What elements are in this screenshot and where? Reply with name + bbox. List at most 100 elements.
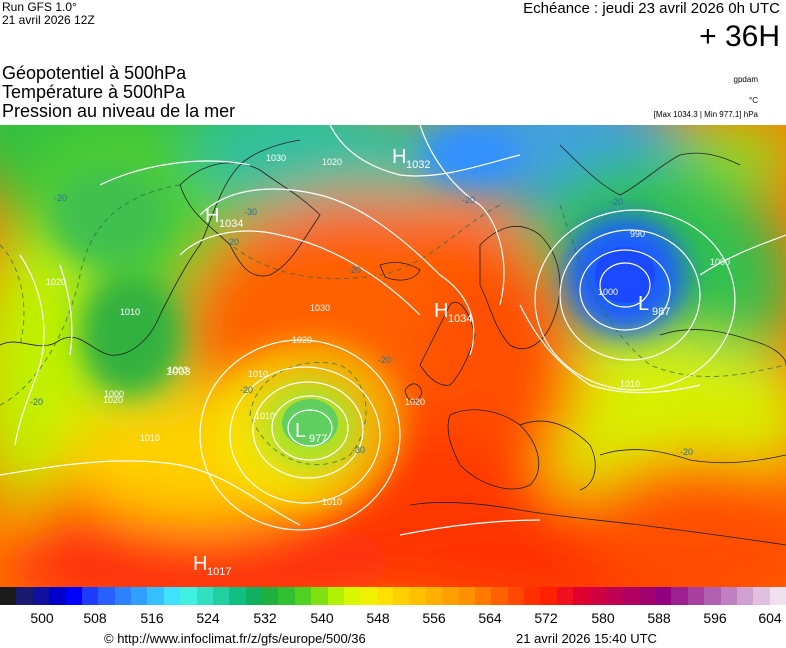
temperature-label: -20 (226, 237, 239, 247)
temperature-label: -20 (462, 195, 475, 205)
colorbar-swatch (605, 587, 623, 605)
colorbar-swatch (704, 587, 721, 605)
pressure-center-value: 1017 (207, 566, 231, 578)
colorbar-tick-label: 508 (83, 610, 107, 626)
colorbar-swatch (196, 587, 213, 605)
colorbar-swatch (720, 587, 737, 605)
colorbar-swatch (65, 587, 82, 605)
colorbar-swatch (458, 587, 475, 605)
colorbar-swatch (114, 587, 131, 605)
pressure-center-low: L 987 (638, 293, 670, 318)
run-date-label: 21 avril 2026 12Z (2, 13, 95, 27)
colorbar-swatch (147, 587, 164, 605)
pressure-center-letter: H (434, 300, 448, 322)
pressure-center-high: H 1032 (392, 146, 430, 171)
isobar-label: 1010 (620, 379, 640, 389)
colorbar-swatch (540, 587, 557, 605)
lead-time-label: + 36H (699, 20, 780, 53)
colorbar-swatch (589, 587, 606, 605)
isobar-label: 1010 (140, 433, 160, 443)
temperature-label: -20 (610, 197, 623, 207)
colorbar-tick-label: 588 (647, 610, 671, 626)
pressure-center-high: H 1017 (193, 553, 231, 578)
pressure-center-letter: H (392, 146, 406, 168)
unit-temperature: °C (749, 96, 758, 105)
colorbar-swatch (163, 587, 181, 605)
pressure-center-letter: H (205, 205, 219, 227)
pressure-center-value: 1034 (448, 313, 472, 325)
colorbar-swatch (49, 587, 66, 605)
pressure-center-low: L 977 (295, 420, 327, 445)
temperature-label: -30 (352, 445, 365, 455)
colorbar-swatch (294, 587, 312, 605)
pressure-center-high: H 1034 (205, 205, 243, 230)
field-title-temperature: Température à 500hPa (2, 82, 186, 102)
colorbar-swatch (524, 587, 541, 605)
isobar-label: 990 (630, 229, 645, 239)
pressure-center-letter: H (193, 553, 207, 575)
colorbar (0, 587, 786, 605)
isobar-label: 1000 (598, 287, 618, 297)
colorbar-tick-label: 500 (30, 610, 54, 626)
pressure-center-letter: L (295, 420, 306, 442)
colorbar-tick-label: 532 (253, 610, 277, 626)
colorbar-swatch (736, 587, 754, 605)
colorbar-swatch (622, 587, 639, 605)
pressure-center-value: 977 (309, 433, 327, 445)
field-title-pressure: Pression au niveau de la mer (2, 101, 236, 121)
colorbar-swatch (229, 587, 246, 605)
pressure-center-value: 1003 (166, 366, 190, 378)
colorbar-swatch (769, 587, 786, 605)
isobar-labels: 1030 1020 1020 1010 1030 1020 1010 1010 1020 1003… (46, 153, 730, 507)
isobar-label: 1003 (168, 365, 188, 375)
generated-time: 21 avril 2026 15:40 UTC (516, 631, 657, 646)
isobar-label: 1020 (103, 395, 123, 405)
colorbar-swatch (278, 587, 295, 605)
colorbar-swatch (327, 587, 344, 605)
colorbar-swatch (638, 587, 655, 605)
isobar-label: 1000 (710, 257, 730, 267)
colorbar-swatch (753, 587, 770, 605)
colorbar-swatch (655, 587, 672, 605)
colorbar-tick-labels: 500 508 516 524 532 540 548 556 564 572 580 588 596 6… (0, 610, 786, 628)
colorbar-swatch (180, 587, 197, 605)
colorbar-tick-label: 572 (534, 610, 558, 626)
colorbar-tick-label: 564 (478, 610, 502, 626)
colorbar-tick-label: 516 (140, 610, 164, 626)
colorbar-swatch (573, 587, 590, 605)
pressure-center-letter: L (638, 293, 649, 315)
colorbar-swatch (32, 587, 50, 605)
colorbar-swatch (16, 587, 33, 605)
colorbar-tick-label: 604 (758, 610, 782, 626)
sea-level-isobars (0, 125, 786, 536)
colorbar-tick-label: 596 (703, 610, 727, 626)
temperature-labels: -20 -20 -20 -20 -20 -20 -30 -30 -20 -20 -20 (30, 193, 693, 457)
colorbar-swatch (687, 587, 705, 605)
colorbar-swatch (311, 587, 328, 605)
isobar-label: 1020 (292, 335, 312, 345)
colorbar-swatch (556, 587, 574, 605)
colorbar-tick-label: 580 (591, 610, 615, 626)
temperature-isotherms (0, 184, 786, 466)
colorbar-swatch (0, 587, 17, 605)
temperature-label: -30 (244, 207, 257, 217)
colorbar-swatch (245, 587, 262, 605)
colorbar-swatch (212, 587, 230, 605)
credit-url: © http://www.infoclimat.fr/z/gfs/europe/… (104, 631, 366, 646)
colorbar-swatch (81, 587, 99, 605)
colorbar-tick-label: 540 (310, 610, 334, 626)
colorbar-swatch (376, 587, 393, 605)
isobar-label: 1020 (46, 277, 66, 287)
temperature-label: -20 (680, 447, 693, 457)
pressure-range: [Max 1034.3 | Min 977.1] hPa (653, 110, 758, 119)
run-model-label: Run GFS 1.0° (2, 0, 77, 14)
temperature-label: -20 (240, 385, 253, 395)
colorbar-swatch (409, 587, 426, 605)
isobar-label: 1030 (310, 303, 330, 313)
temperature-label: -20 (348, 265, 361, 275)
isobar-label: 1010 (120, 307, 140, 317)
colorbar-swatch (425, 587, 443, 605)
pressure-center-value: 987 (652, 306, 670, 318)
